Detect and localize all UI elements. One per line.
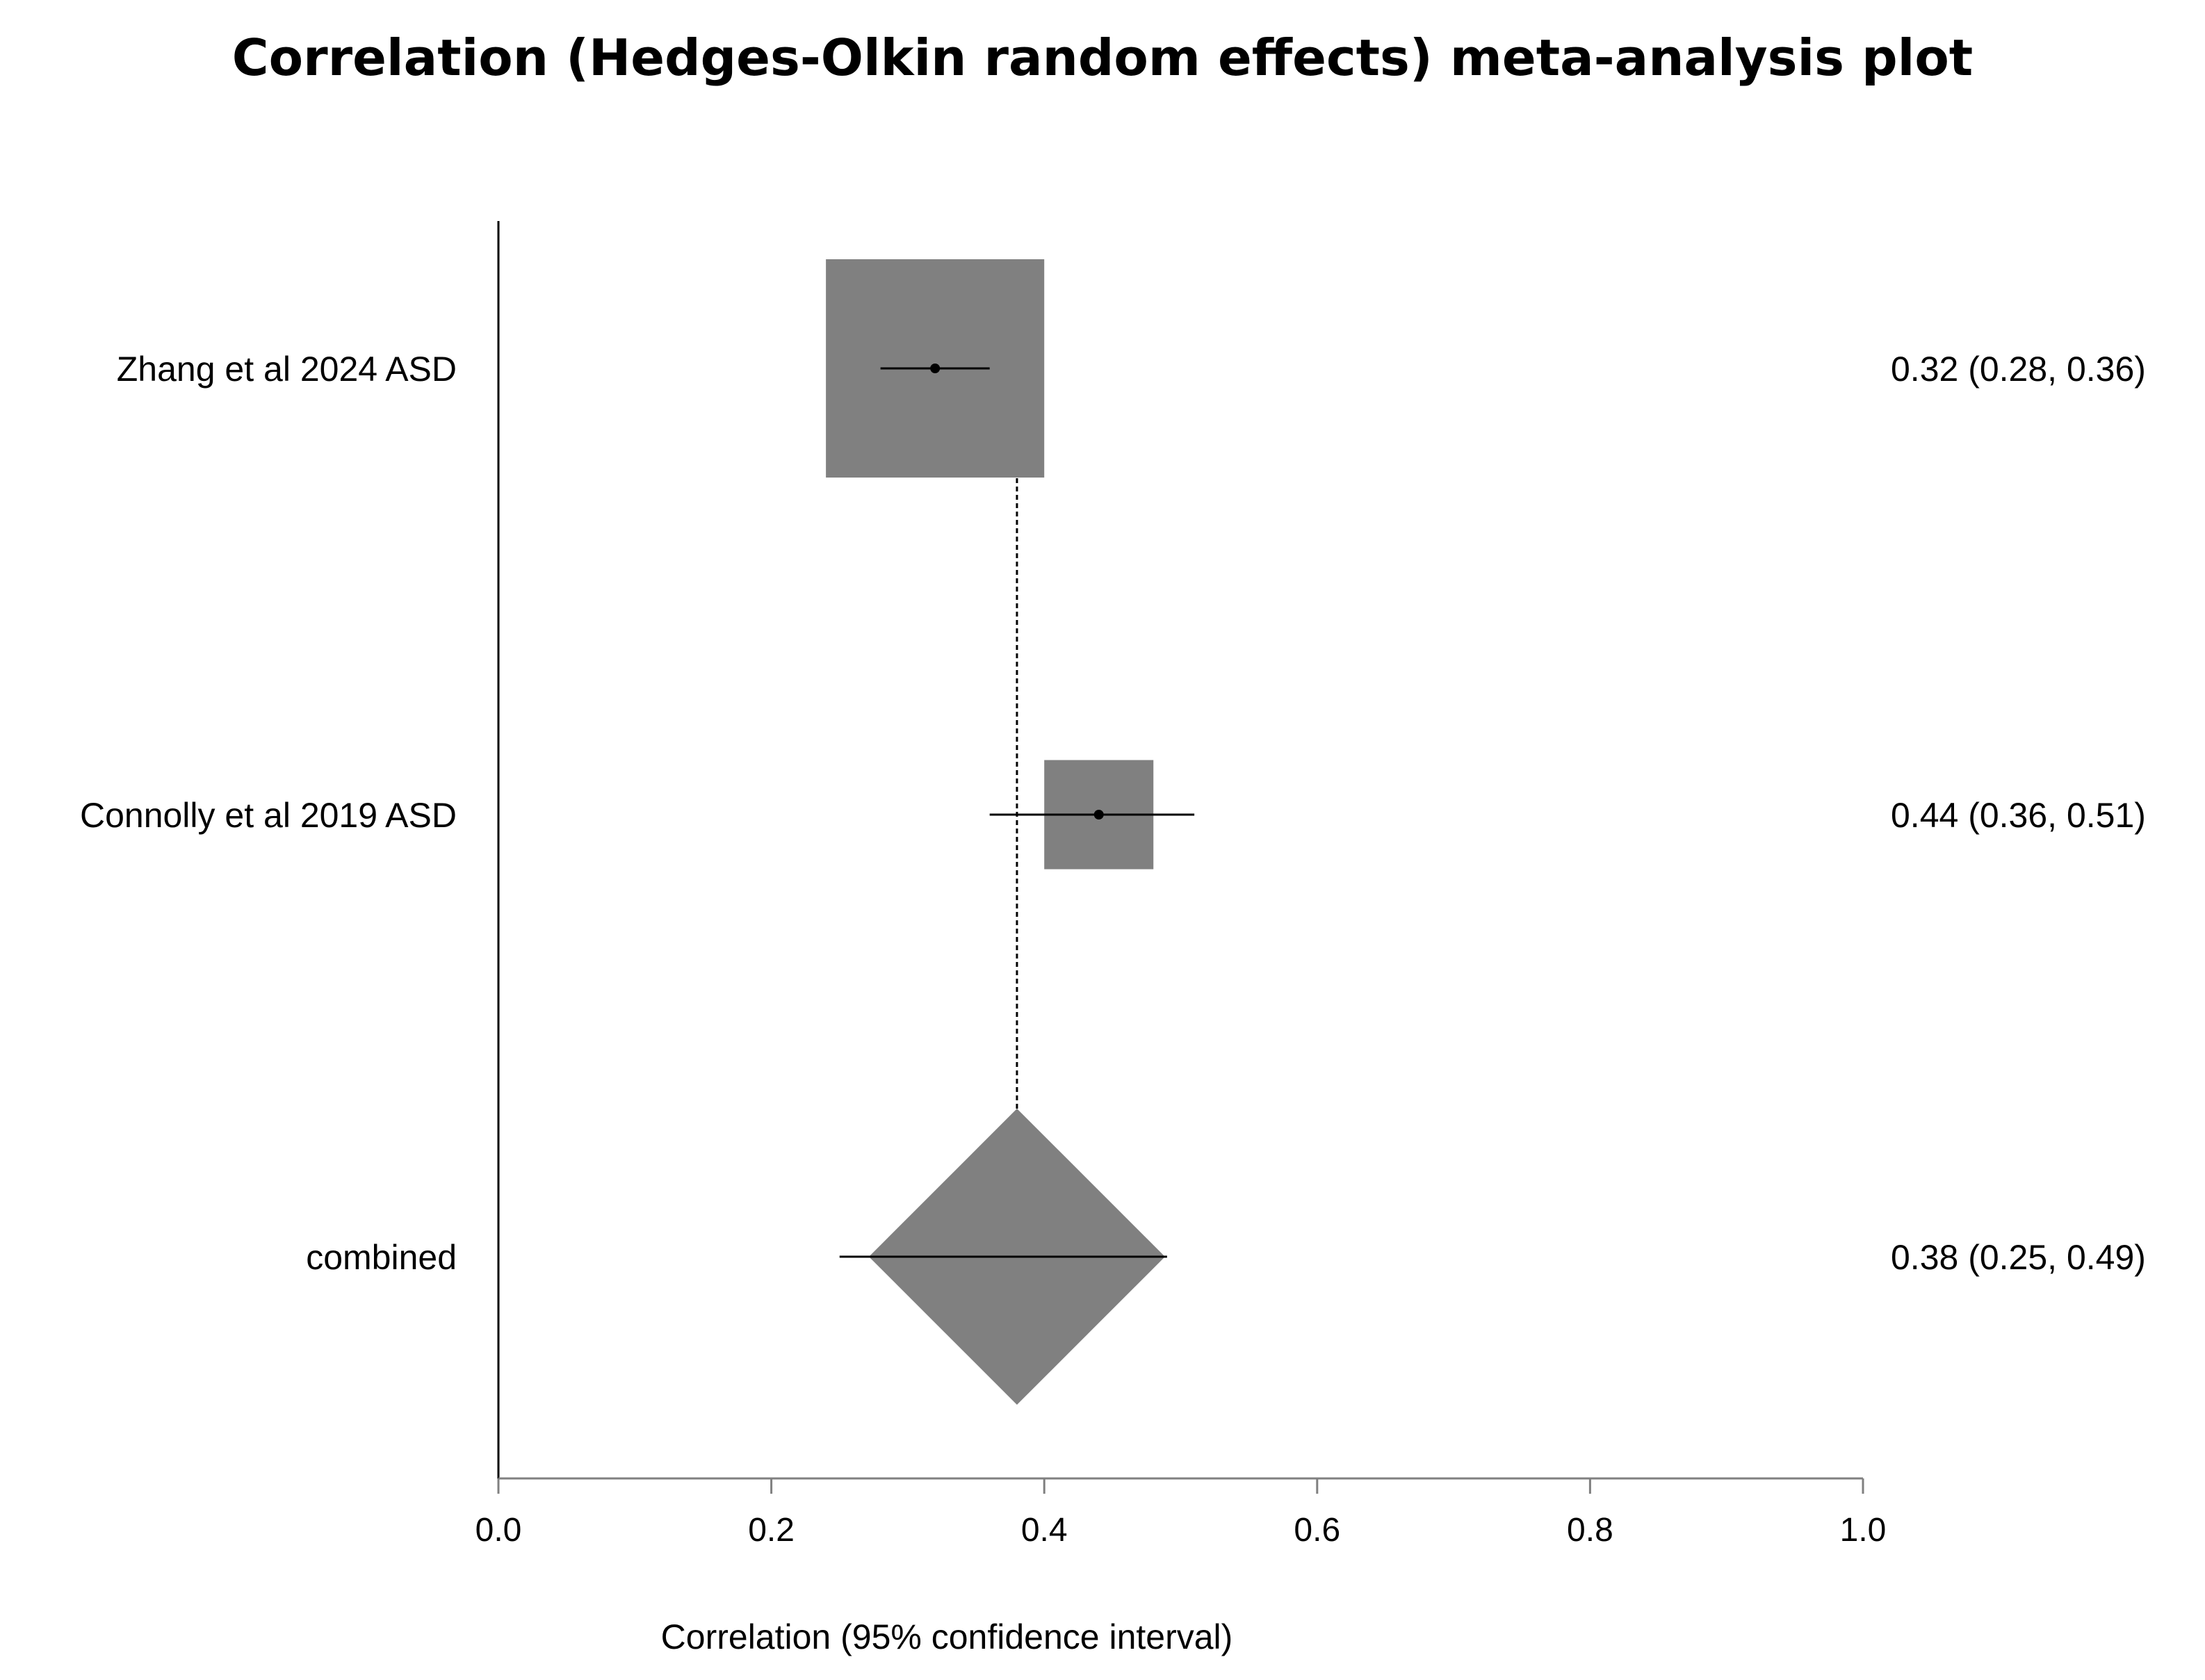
x-tick-label-0: 0.0 [475, 1512, 522, 1549]
x-tick-label-1: 0.2 [748, 1512, 795, 1549]
x-tick-label-4: 0.8 [1567, 1512, 1613, 1549]
x-tick-label-5: 1.0 [1840, 1512, 1887, 1549]
x-tick-label-2: 0.4 [1021, 1512, 1068, 1549]
study-summary-0: 0.32 (0.28, 0.36) [1891, 350, 2146, 389]
study-label-0: Zhang et al 2024 ASD [117, 350, 457, 389]
combined-label: combined [306, 1238, 457, 1277]
study-summary-1: 0.44 (0.36, 0.51) [1891, 796, 2146, 835]
x-tick-label-3: 0.6 [1294, 1512, 1340, 1549]
study-point-1 [1093, 810, 1104, 819]
study-point-0 [930, 364, 941, 373]
plot-area: 0.0 0.2 0.4 0.6 0.8 1.0 Zhang et al 2024 ASD 0.… [80, 221, 2146, 1549]
chart-title: Correlation (Hedges-Olkin random effects… [232, 28, 1973, 87]
study-label-1: Connolly et al 2019 ASD [80, 796, 457, 835]
x-axis-label: Correlation (95% confidence interval) [661, 1617, 1233, 1656]
combined-summary: 0.38 (0.25, 0.49) [1891, 1238, 2146, 1277]
